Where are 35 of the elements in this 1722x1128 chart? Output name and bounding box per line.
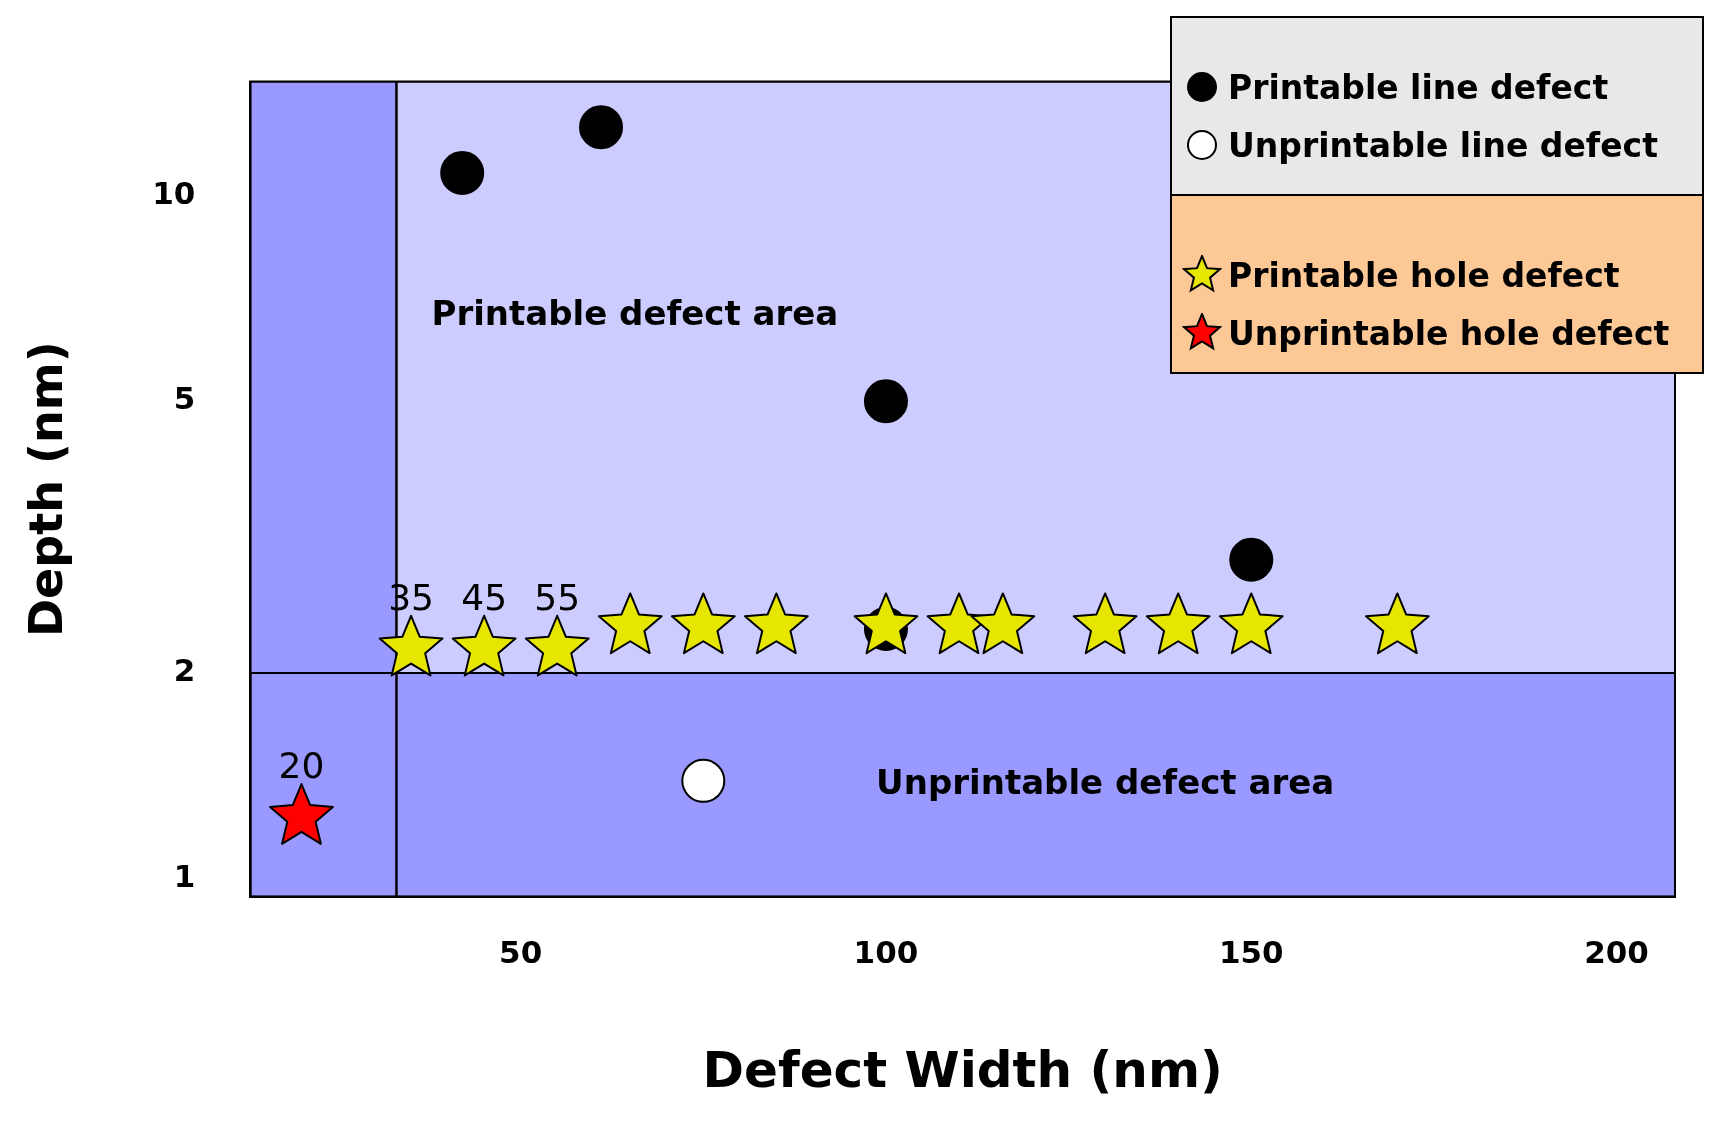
point — [597, 592, 663, 655]
point — [524, 614, 590, 677]
x-tick-label: 200 — [1584, 934, 1649, 971]
point — [1364, 592, 1430, 655]
point — [853, 592, 919, 655]
x-tick-label: 50 — [499, 934, 543, 971]
legend-label: Unprintable line defect — [1228, 125, 1658, 165]
band-label: Unprintable defect area — [876, 761, 1335, 802]
point — [378, 614, 444, 677]
annotation: 45 — [461, 577, 508, 619]
x-tick-label: 100 — [853, 934, 919, 971]
point — [970, 592, 1036, 655]
legend-label: Printable line defect — [1228, 67, 1609, 107]
y-tick-label: 1 — [173, 857, 196, 894]
point — [451, 614, 517, 677]
y-axis-title: Depth (nm) — [18, 341, 73, 638]
point — [269, 783, 334, 845]
y-tick-label: 2 — [173, 652, 196, 689]
legend-label: Unprintable hole defect — [1228, 313, 1670, 353]
point — [1145, 592, 1211, 655]
point — [670, 592, 736, 655]
x-tick-label: 150 — [1218, 934, 1284, 971]
point — [1218, 592, 1284, 655]
point — [579, 105, 624, 150]
point — [743, 592, 809, 655]
point — [440, 151, 485, 195]
point — [863, 379, 908, 424]
band-label: Printable defect area — [431, 293, 839, 334]
legend-label: Printable hole defect — [1228, 255, 1620, 295]
annotation: 20 — [278, 745, 325, 787]
y-tick-label: 10 — [152, 174, 196, 211]
y-tick-label: 5 — [173, 380, 196, 417]
point — [1072, 592, 1138, 655]
x-axis-title: Defect Width (nm) — [702, 1040, 1223, 1099]
annotation: 55 — [534, 577, 581, 619]
